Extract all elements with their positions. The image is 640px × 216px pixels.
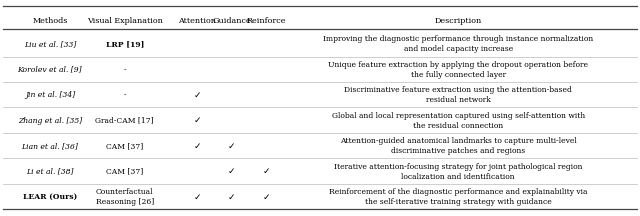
Text: Visual Explanation: Visual Explanation — [87, 16, 163, 25]
Text: Unique feature extraction by applying the dropout operation before
the fully con: Unique feature extraction by applying th… — [328, 61, 588, 79]
Text: Zhang et al. [35]: Zhang et al. [35] — [18, 117, 82, 125]
Text: Iterative attention-focusing strategy for joint pathological region
localization: Iterative attention-focusing strategy fo… — [334, 163, 582, 181]
Text: Counterfactual
Reasoning [26]: Counterfactual Reasoning [26] — [95, 188, 154, 206]
Text: Discriminative feature extraction using the attention-based
residual network: Discriminative feature extraction using … — [344, 86, 572, 104]
Text: Li et al. [38]: Li et al. [38] — [26, 168, 74, 176]
Text: CAM [37]: CAM [37] — [106, 168, 143, 176]
Text: Guidance: Guidance — [212, 16, 251, 25]
Text: Jin et al. [34]: Jin et al. [34] — [25, 91, 75, 99]
Text: ✓: ✓ — [228, 142, 236, 151]
Text: ✓: ✓ — [262, 167, 270, 176]
Text: ✓: ✓ — [193, 91, 201, 100]
Text: Korolev et al. [9]: Korolev et al. [9] — [18, 66, 82, 74]
Text: ✓: ✓ — [193, 193, 201, 202]
Text: Methods: Methods — [32, 16, 68, 25]
Text: LRP [19]: LRP [19] — [106, 40, 144, 48]
Text: CAM [37]: CAM [37] — [106, 142, 143, 150]
Text: -: - — [124, 91, 126, 99]
Text: ✓: ✓ — [228, 167, 236, 176]
Text: Lian et al. [36]: Lian et al. [36] — [22, 142, 78, 150]
Text: Global and local representation captured using self-attention with
the residual : Global and local representation captured… — [332, 112, 585, 130]
Text: Attention-guided anatomical landmarks to capture multi-level
discriminative patc: Attention-guided anatomical landmarks to… — [340, 137, 577, 155]
Text: ✓: ✓ — [228, 193, 236, 202]
Text: Attention: Attention — [178, 16, 216, 25]
Text: Description: Description — [435, 16, 482, 25]
Text: ✓: ✓ — [193, 142, 201, 151]
Text: -: - — [124, 66, 126, 74]
Text: Reinforce: Reinforce — [246, 16, 286, 25]
Text: ✓: ✓ — [193, 116, 201, 125]
Text: Liu et al. [33]: Liu et al. [33] — [24, 40, 76, 48]
Text: LEAR (Ours): LEAR (Ours) — [23, 193, 77, 201]
Text: Improving the diagnostic performance through instance normalization
and model ca: Improving the diagnostic performance thr… — [323, 35, 593, 53]
Text: Reinforcement of the diagnostic performance and explainability via
the self-iter: Reinforcement of the diagnostic performa… — [329, 188, 588, 206]
Text: ✓: ✓ — [262, 193, 270, 202]
Text: Grad-CAM [17]: Grad-CAM [17] — [95, 117, 154, 125]
